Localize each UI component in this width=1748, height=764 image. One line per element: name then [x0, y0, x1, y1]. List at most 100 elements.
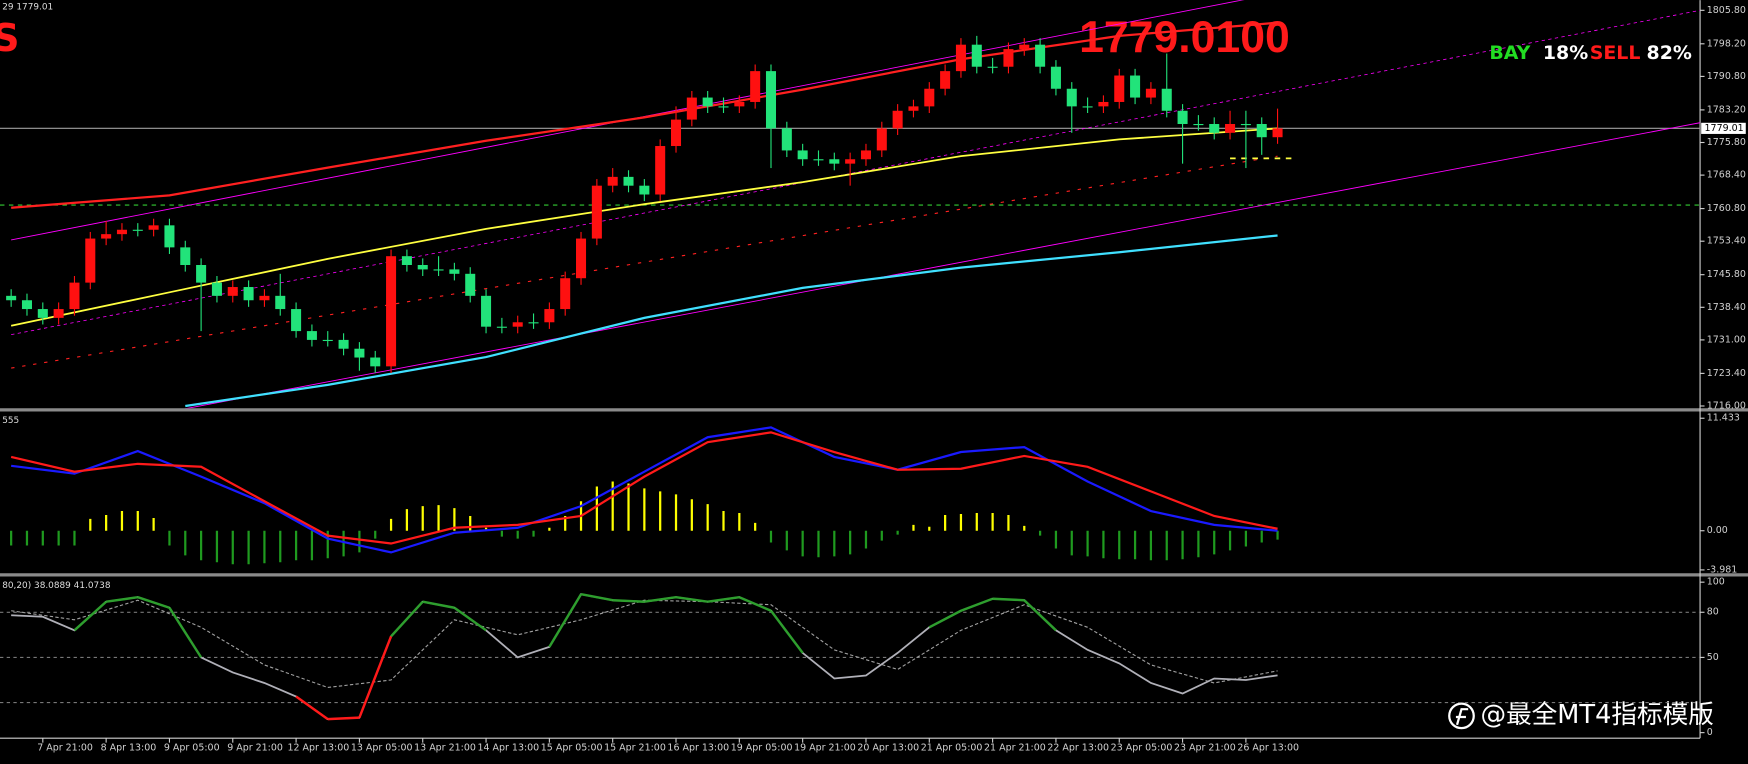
candle-body [227, 287, 238, 296]
x-tick-label: 14 Apr 13:00 [477, 743, 539, 754]
candle-body [845, 159, 856, 164]
candle-body [101, 234, 112, 239]
candle-body [53, 309, 64, 318]
candle-body [69, 282, 80, 310]
x-tick-label: 7 Apr 21:00 [37, 743, 93, 754]
candle-body [797, 150, 808, 160]
y-tick-label: 1716.00 [1707, 400, 1746, 411]
axis-area: 11.433 0.00 -3.981 [1700, 413, 1740, 575]
candle-body [243, 287, 254, 301]
plot-area [0, 592, 1701, 721]
candle-body [449, 269, 460, 274]
overlay-line [185, 234, 1278, 408]
axis-area: 100 80 50 0 [1700, 577, 1725, 738]
watermark-icon [1448, 702, 1475, 730]
candle-body [1161, 88, 1172, 111]
stoch-label: 80,20) 38.0889 41.0738 [2, 581, 111, 591]
main-line-extreme [137, 596, 170, 609]
main-line-extreme [548, 593, 583, 648]
candle-body [116, 229, 127, 235]
candle-body [1019, 44, 1030, 50]
candle-body [465, 273, 476, 296]
candle-body [750, 71, 761, 102]
x-tick-label: 15 Apr 21:00 [604, 743, 666, 754]
main-line-extreme [390, 600, 424, 638]
candle-body [1177, 110, 1188, 124]
candle-body [496, 326, 507, 328]
candle-body [686, 97, 697, 120]
watermark-icon [1455, 708, 1469, 726]
candle-body [860, 150, 871, 160]
y-tick-label: 1783.20 [1707, 104, 1746, 115]
candle-body [607, 176, 618, 186]
main-line-extreme [644, 595, 677, 603]
y-tick-label: 100 [1707, 577, 1725, 588]
main-line-extreme [1023, 599, 1057, 632]
candle-body [512, 322, 523, 327]
candle-body [1209, 123, 1220, 133]
sentiment-name: BAY [1489, 42, 1530, 64]
plot-area [10, 426, 1279, 565]
y-tick-label: 1760.80 [1707, 203, 1746, 214]
header: 29 1779.01 [2, 2, 53, 12]
candle-body [940, 71, 951, 89]
candle-body [1225, 123, 1236, 133]
x-tick-label: 16 Apr 13:00 [667, 743, 729, 754]
last-price-label: 1779.01 [1705, 123, 1744, 134]
y-tick-label: -3.981 [1707, 564, 1738, 575]
overlay-line [10, 127, 1278, 327]
candle-body [1066, 88, 1077, 107]
y-tick-label: 80 [1707, 607, 1719, 618]
candle-body [1193, 123, 1204, 126]
axis-area: 1805.80 1798.20 1790.80 1783.20 1775.80 1768.… [37, 5, 1746, 754]
candle-body [1256, 123, 1267, 138]
main-line-extreme [358, 635, 393, 719]
y-tick-label: 1775.80 [1707, 137, 1746, 148]
x-tick-label: 20 Apr 13:00 [857, 743, 919, 754]
candle-body [1240, 123, 1251, 126]
y-tick-label: 1805.80 [1707, 5, 1746, 16]
x-tick-label: 19 Apr 05:00 [731, 743, 793, 754]
y-tick-label: 0 [1707, 727, 1713, 738]
y-tick-label: 11.433 [1707, 413, 1740, 424]
y-tick-label: 1745.80 [1707, 269, 1746, 280]
x-tick-label: 26 Apr 13:00 [1237, 743, 1299, 754]
candle-body [291, 309, 302, 332]
candle-body [180, 247, 191, 265]
main-line-extreme [928, 609, 962, 629]
candle-body [1145, 88, 1156, 98]
x-tick-label: 9 Apr 21:00 [227, 743, 283, 754]
candle-body [971, 44, 982, 67]
candle-body [560, 278, 571, 310]
sentiment-value: 18% [1543, 42, 1588, 64]
watermark: @最全MT4指标模版 [1480, 700, 1713, 730]
main-line-extreme [707, 595, 740, 603]
y-tick-label: 0.00 [1707, 525, 1728, 536]
candle-body [21, 300, 32, 310]
candle-body [576, 238, 587, 279]
x-tick-label: 23 Apr 05:00 [1111, 743, 1173, 754]
x-tick-label: 15 Apr 05:00 [541, 743, 603, 754]
x-tick-label: 23 Apr 21:00 [1174, 743, 1236, 754]
main-line-extreme [327, 716, 360, 721]
candle-body [1082, 106, 1093, 108]
y-tick-label: 1753.40 [1707, 236, 1746, 247]
candle-body [322, 339, 333, 342]
candle-body [781, 128, 792, 151]
candle-body [1114, 75, 1125, 102]
main-line-extreme [105, 595, 138, 603]
candle-body [338, 339, 349, 349]
macd-line [10, 431, 1278, 545]
candle-body [259, 295, 270, 301]
candle-body [702, 97, 713, 107]
x-tick-label: 21 Apr 05:00 [921, 743, 983, 754]
candle-body [655, 146, 666, 195]
candle-body [386, 256, 397, 367]
y-tick-label: 1790.80 [1707, 71, 1746, 82]
main-line-extreme [770, 610, 804, 654]
x-tick-label: 22 Apr 13:00 [1047, 743, 1109, 754]
candle-body [623, 176, 634, 186]
candle-body [1130, 75, 1141, 98]
overlay-line [11, 21, 1278, 209]
candle-body [892, 110, 903, 129]
